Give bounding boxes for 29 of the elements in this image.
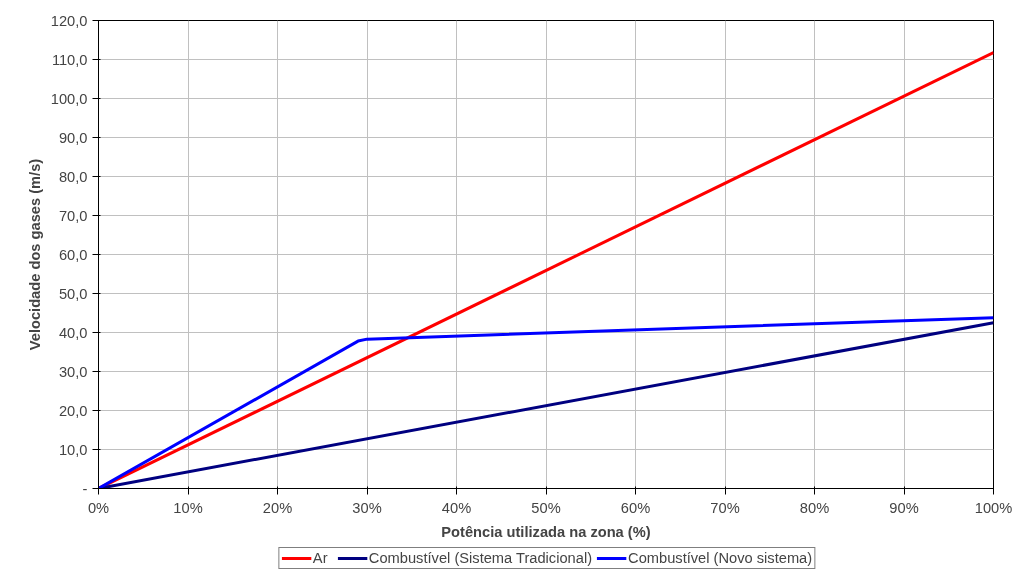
x-axis-title: Potência utilizada na zona (%)	[441, 523, 651, 540]
x-tick-label: 40%	[441, 499, 472, 516]
x-tick-label: 10%	[173, 499, 203, 516]
x-tick-label: 60%	[620, 499, 651, 516]
y-tick-label: 120,0	[50, 12, 88, 29]
y-tick-label: 10,0	[58, 441, 88, 458]
y-tick-label: 80,0	[58, 168, 88, 185]
y-tick-label: 90,0	[58, 129, 88, 146]
y-tick-label: 20,0	[58, 402, 88, 419]
y-tick-label: 30,0	[58, 363, 88, 380]
x-tick-label: 20%	[262, 499, 293, 516]
y-tick-label: 60,0	[58, 246, 88, 263]
x-tick-label: 70%	[710, 499, 740, 516]
y-tick-label: 40,0	[58, 324, 88, 341]
legend-label: Combustível (Novo sistema)	[628, 550, 813, 566]
x-tick-label: 100%	[974, 499, 1013, 516]
x-tick-label: 0%	[87, 499, 110, 516]
legend-label: Ar	[312, 550, 329, 566]
y-axis-title: Velocidade dos gases (m/s)	[26, 158, 43, 351]
y-tick-label: 110,0	[51, 51, 88, 68]
y-tick-label: -	[82, 480, 88, 497]
x-tick-label: 30%	[352, 499, 382, 516]
x-tick-label: 50%	[531, 499, 561, 516]
legend-label: Combustível (Sistema Tradicional)	[368, 550, 593, 566]
y-tick-label: 70,0	[58, 207, 88, 224]
x-tick-label: 80%	[799, 499, 830, 516]
y-tick-label: 50,0	[58, 285, 88, 302]
y-tick-label: 100,0	[50, 90, 88, 107]
x-tick-label: 90%	[889, 499, 919, 516]
